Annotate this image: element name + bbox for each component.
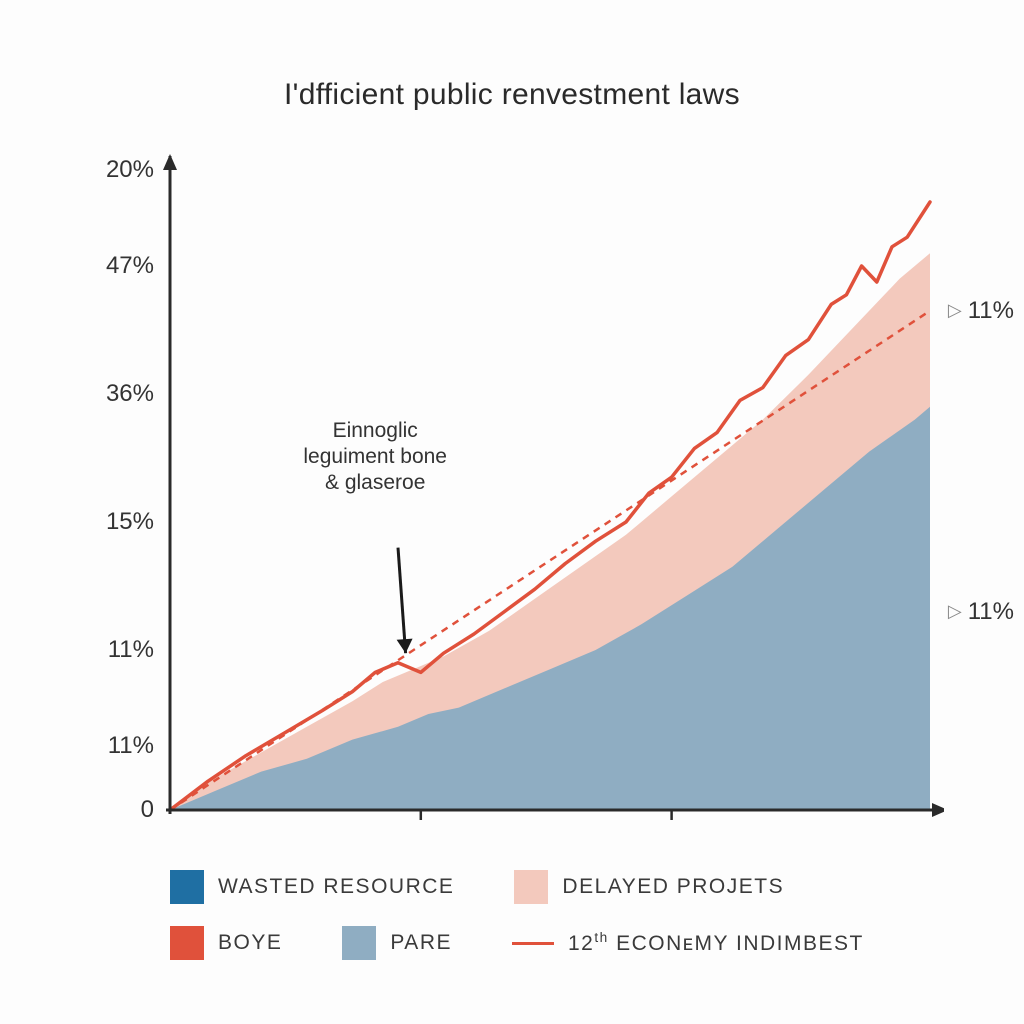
legend-item-pare: PARE [342,926,452,960]
y-tick-label: 20% [84,156,154,184]
chevron-right-icon: ▷ [948,300,962,321]
legend-item-boye: BOYE [170,926,282,960]
page: I'dfficient public renvestment laws 0 11%… [0,0,1024,1024]
legend-label: 12th ECONᴇMY INDIMBEST [568,930,864,956]
legend-label-post: ECONᴇMY INDIMBEST [609,932,864,955]
callout-text: 11% [968,598,1014,626]
callout-text: 11% [968,297,1014,325]
legend-line [512,942,554,945]
y-tick-label: 15% [84,508,154,536]
legend-label-sup: th [594,930,608,945]
legend-swatch [170,926,204,960]
y-tick-label: 0 [84,796,154,824]
legend-label-pre: 12 [568,932,594,955]
legend-label: BOYE [218,931,282,955]
legend-label: WASTED RESOURCE [218,875,454,899]
y-tick-label: 11% [84,732,154,760]
legend: WASTED RESOURCE DELAYED PROJETS BOYE PAR… [170,870,910,982]
legend-row-1: WASTED RESOURCE DELAYED PROJETS [170,870,910,904]
legend-row-2: BOYE PARE 12th ECONᴇMY INDIMBEST [170,926,910,960]
legend-swatch [514,870,548,904]
legend-item-delayed: DELAYED PROJETS [514,870,784,904]
legend-label: PARE [390,931,452,955]
annotation-text: Einnoglicleguiment bone& glaseroe [285,418,465,497]
legend-swatch [342,926,376,960]
legend-item-wasted: WASTED RESOURCE [170,870,454,904]
legend-swatch [170,870,204,904]
callout-label: ▷ 11% [948,598,1014,626]
legend-label: DELAYED PROJETS [562,875,784,899]
legend-item-economy: 12th ECONᴇMY INDIMBEST [512,930,864,956]
chart: 011%11%15%36%47%20%▷11%▷11%Einnogliclegu… [80,140,944,820]
y-tick-label: 11% [84,636,154,664]
callout-label: ▷ 11% [948,297,1014,325]
chart-title: I'dfficient public renvestment laws [0,78,1024,112]
chevron-right-icon: ▷ [948,601,962,622]
y-tick-label: 47% [84,252,154,280]
chart-svg [80,140,944,820]
y-tick-label: 36% [84,380,154,408]
